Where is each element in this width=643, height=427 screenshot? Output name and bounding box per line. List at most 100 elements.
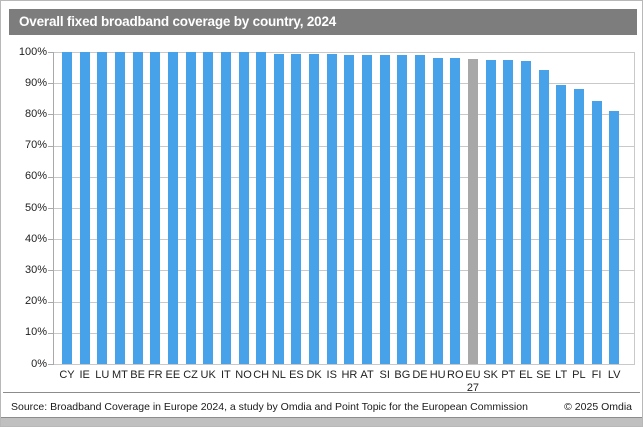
y-axis-label-10: 10% bbox=[24, 326, 47, 339]
bar-LU bbox=[97, 52, 108, 364]
y-tick-60 bbox=[48, 176, 53, 178]
gridline-100 bbox=[53, 52, 635, 53]
footer: Source: Broadband Coverage in Europe 202… bbox=[11, 399, 632, 415]
bar-IT bbox=[220, 52, 231, 364]
bar-EL bbox=[520, 60, 531, 364]
bar-FR bbox=[150, 52, 161, 364]
x-axis-label-line: DE bbox=[412, 369, 428, 381]
y-tick-70 bbox=[48, 145, 53, 147]
y-tick-20 bbox=[48, 301, 53, 303]
plot-right-border bbox=[634, 52, 635, 365]
x-axis-label-EE: EE bbox=[158, 369, 188, 382]
x-axis-label-line: EU bbox=[465, 369, 481, 381]
gridline-70 bbox=[53, 145, 635, 147]
y-tick-50 bbox=[48, 208, 53, 209]
x-axis-label-LU: LU bbox=[87, 369, 117, 382]
y-axis-label-100: 100% bbox=[18, 45, 47, 58]
x-axis-label-CY: CY bbox=[52, 369, 82, 382]
x-axis-label-line: PT bbox=[501, 369, 516, 381]
x-axis-label-line: PL bbox=[572, 369, 586, 381]
bar-MT bbox=[114, 52, 125, 364]
y-axis-label-0: 0% bbox=[31, 357, 47, 370]
y-tick-10 bbox=[48, 332, 53, 334]
x-axis-label-line: LU bbox=[95, 369, 110, 381]
source-note: Source: Broadband Coverage in Europe 202… bbox=[11, 401, 528, 413]
bar-RO bbox=[450, 58, 461, 364]
x-axis-label-AT: AT bbox=[352, 369, 382, 382]
bar-PL bbox=[573, 89, 584, 364]
x-axis-label-line: DK bbox=[306, 369, 322, 381]
bar-HU bbox=[432, 58, 443, 364]
x-axis-label-line: NO bbox=[235, 369, 252, 381]
x-axis-label-line: EE bbox=[165, 369, 181, 381]
x-axis-label-HU: HU bbox=[423, 369, 453, 382]
gridline-20 bbox=[53, 301, 635, 303]
x-axis-label-line: RO bbox=[447, 369, 464, 381]
gridline-60 bbox=[53, 176, 635, 178]
bar-HR bbox=[344, 54, 355, 364]
x-axis-label-line: FI bbox=[591, 369, 602, 381]
x-axis-label-BE: BE bbox=[123, 369, 153, 382]
x-axis-label-SI: SI bbox=[370, 369, 400, 382]
y-tick-30 bbox=[48, 270, 53, 272]
x-axis-label-line: BE bbox=[130, 369, 145, 381]
gridline-30 bbox=[53, 270, 635, 272]
bar-DK bbox=[309, 53, 320, 364]
bar-FI bbox=[591, 100, 602, 364]
x-axis-label-line: IT bbox=[220, 369, 231, 381]
y-tick-80 bbox=[48, 114, 53, 116]
x-axis-label-line: LV bbox=[607, 369, 621, 381]
x-axis-label-MT: MT bbox=[105, 369, 135, 382]
x-axis-label-line: MT bbox=[111, 369, 128, 381]
x-axis-label-FI: FI bbox=[582, 369, 612, 382]
y-axis-label-40: 40% bbox=[24, 232, 47, 245]
bar-SE bbox=[538, 69, 549, 364]
x-axis-label-ES: ES bbox=[281, 369, 311, 382]
x-axis-label-line: BG bbox=[394, 369, 411, 381]
bar-CZ bbox=[185, 52, 196, 364]
x-axis-label-PL: PL bbox=[564, 369, 594, 382]
gridline-80 bbox=[53, 114, 635, 116]
bar-EE bbox=[167, 52, 178, 364]
bar-NO bbox=[238, 52, 249, 364]
x-axis-label-EL: EL bbox=[511, 369, 541, 382]
bar-IE bbox=[79, 52, 90, 364]
y-tick-90 bbox=[48, 83, 53, 85]
x-axis-label-line: 27 bbox=[466, 382, 480, 394]
y-axis-label-20: 20% bbox=[24, 295, 47, 308]
x-axis-label-line: CH bbox=[253, 369, 270, 381]
x-axis-label-IE: IE bbox=[70, 369, 100, 382]
x-axis-label-line: IS bbox=[326, 369, 337, 381]
x-axis-label-line: CZ bbox=[183, 369, 198, 381]
x-axis-label-CZ: CZ bbox=[176, 369, 206, 382]
gridline-40 bbox=[53, 239, 635, 241]
x-axis-label-NL: NL bbox=[264, 369, 294, 382]
x-axis-label-EU-27: EU 27 bbox=[458, 369, 488, 395]
y-axis-label-70: 70% bbox=[24, 139, 47, 152]
x-axis-label-SK: SK bbox=[476, 369, 506, 382]
footer-divider bbox=[3, 392, 640, 393]
y-tick-100 bbox=[48, 52, 53, 53]
plot-area bbox=[53, 52, 635, 365]
y-axis-label-80: 80% bbox=[24, 107, 47, 120]
x-axis-label-NO: NO bbox=[229, 369, 259, 382]
gridline-50 bbox=[53, 208, 635, 209]
y-tick-40 bbox=[48, 239, 53, 241]
x-axis-label-line: EL bbox=[519, 369, 533, 381]
y-axis-line bbox=[53, 52, 54, 365]
x-axis-label-IT: IT bbox=[211, 369, 241, 382]
x-axis-label-SE: SE bbox=[529, 369, 559, 382]
y-tick-0 bbox=[48, 364, 53, 365]
bar-CY bbox=[62, 52, 72, 364]
x-axis-label-line: HU bbox=[429, 369, 446, 381]
x-axis-label-line: UK bbox=[200, 369, 216, 381]
bar-BG bbox=[397, 55, 408, 364]
bottom-bar bbox=[1, 417, 642, 426]
x-axis-label-line: AT bbox=[360, 369, 374, 381]
gridline-90 bbox=[53, 83, 635, 85]
x-axis-label-DE: DE bbox=[405, 369, 435, 382]
chart-title: Overall fixed broadband coverage by coun… bbox=[19, 14, 337, 29]
bar-NL bbox=[273, 53, 284, 364]
x-axis-label-line: CY bbox=[59, 369, 75, 381]
